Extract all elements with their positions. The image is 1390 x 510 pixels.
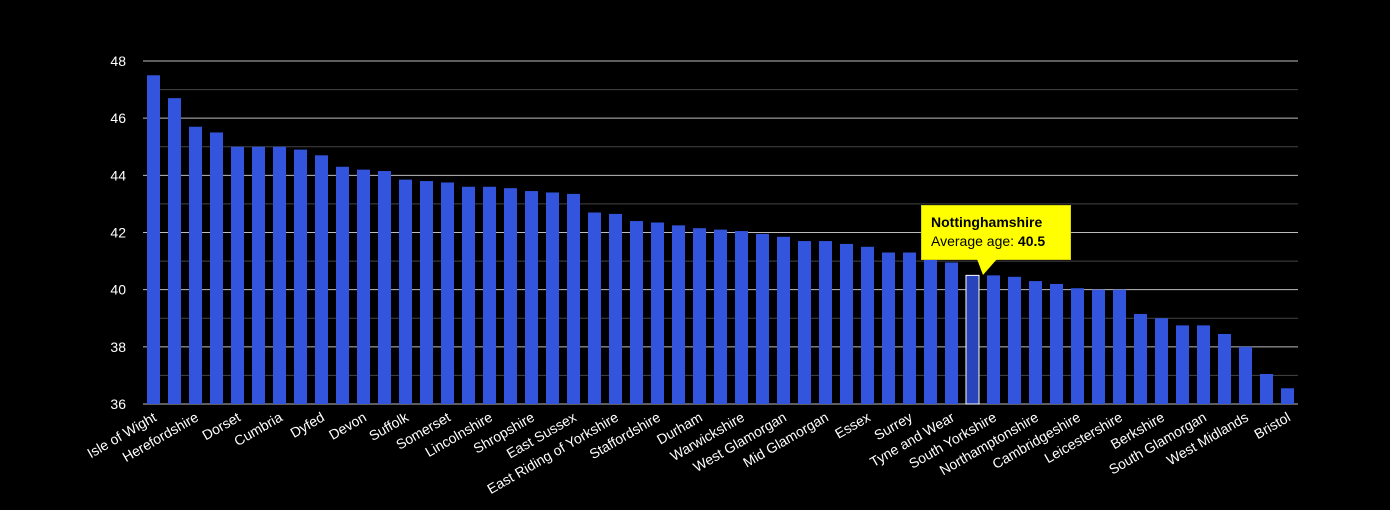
bar[interactable] (314, 155, 329, 404)
highlighted-bar[interactable] (965, 274, 980, 405)
bar[interactable] (587, 212, 602, 404)
bar[interactable] (923, 258, 938, 404)
bar[interactable] (1091, 289, 1106, 404)
bar[interactable] (860, 246, 875, 404)
tooltip-value: 40.5 (1017, 233, 1046, 249)
highlight-tooltip: Nottinghamshire Average age: 40.5 (921, 205, 1071, 260)
bar[interactable] (629, 221, 644, 404)
bar[interactable] (335, 166, 350, 404)
bar[interactable] (1070, 288, 1085, 404)
bar[interactable] (1154, 318, 1169, 404)
bar[interactable] (230, 146, 245, 404)
bar[interactable] (1049, 283, 1064, 404)
bar[interactable] (545, 192, 560, 404)
bar[interactable] (797, 241, 812, 404)
x-category-label: Bristol (1251, 409, 1293, 442)
bar[interactable] (755, 233, 770, 404)
bar[interactable] (1175, 325, 1190, 404)
bar[interactable] (566, 193, 581, 404)
x-category-label: Devon (326, 409, 369, 443)
bar[interactable] (461, 186, 476, 404)
bar[interactable] (1238, 346, 1253, 404)
bar[interactable] (1259, 373, 1274, 404)
bar[interactable] (188, 126, 203, 404)
tooltip-label: Average age: (931, 233, 1018, 249)
x-category-label: Essex (832, 409, 873, 442)
bar[interactable] (167, 98, 182, 405)
bar[interactable] (1112, 289, 1127, 404)
bar[interactable] (671, 225, 686, 404)
bar[interactable] (1196, 325, 1211, 404)
bar[interactable] (902, 252, 917, 404)
bar[interactable] (356, 169, 371, 404)
bar[interactable] (944, 262, 959, 404)
y-axis-tick-labels: 36 38 40 42 44 46 48 (110, 53, 126, 412)
bar[interactable] (1280, 388, 1295, 404)
bar[interactable] (713, 229, 728, 404)
bar[interactable] (398, 179, 413, 404)
bar[interactable] (251, 146, 266, 404)
bars (146, 75, 1295, 405)
y-tick-label: 42 (110, 225, 126, 241)
tooltip-line: Average age: 40.5 (931, 231, 1061, 251)
bar[interactable] (734, 231, 749, 404)
y-tick-label: 40 (110, 282, 126, 298)
bar[interactable] (650, 222, 665, 404)
bar[interactable] (1217, 333, 1232, 404)
bar[interactable] (818, 241, 833, 404)
bar[interactable] (272, 146, 287, 404)
bar[interactable] (482, 186, 497, 404)
bar[interactable] (1133, 313, 1148, 404)
bar[interactable] (377, 171, 392, 404)
bar[interactable] (1028, 281, 1043, 404)
bar[interactable] (524, 191, 539, 404)
bar[interactable] (776, 236, 791, 404)
bar[interactable] (1007, 276, 1022, 404)
bar[interactable] (839, 243, 854, 404)
bar[interactable] (881, 252, 896, 404)
tooltip-pointer (977, 259, 997, 275)
y-tick-label: 46 (110, 110, 126, 126)
bar[interactable] (209, 132, 224, 405)
y-tick-label: 38 (110, 339, 126, 355)
bar[interactable] (146, 75, 161, 405)
bar[interactable] (608, 213, 623, 404)
bar[interactable] (503, 188, 518, 404)
y-tick-label: 36 (110, 396, 126, 412)
bar[interactable] (692, 228, 707, 404)
bar[interactable] (293, 149, 308, 404)
bar[interactable] (986, 275, 1001, 404)
tooltip-title: Nottinghamshire (931, 214, 1043, 230)
bar[interactable] (440, 182, 455, 404)
x-category-label: Dyfed (287, 409, 327, 441)
y-tick-label: 48 (110, 53, 126, 69)
x-category-label: Cumbria (231, 409, 285, 449)
y-tick-label: 44 (110, 167, 126, 183)
bar[interactable] (419, 181, 434, 404)
